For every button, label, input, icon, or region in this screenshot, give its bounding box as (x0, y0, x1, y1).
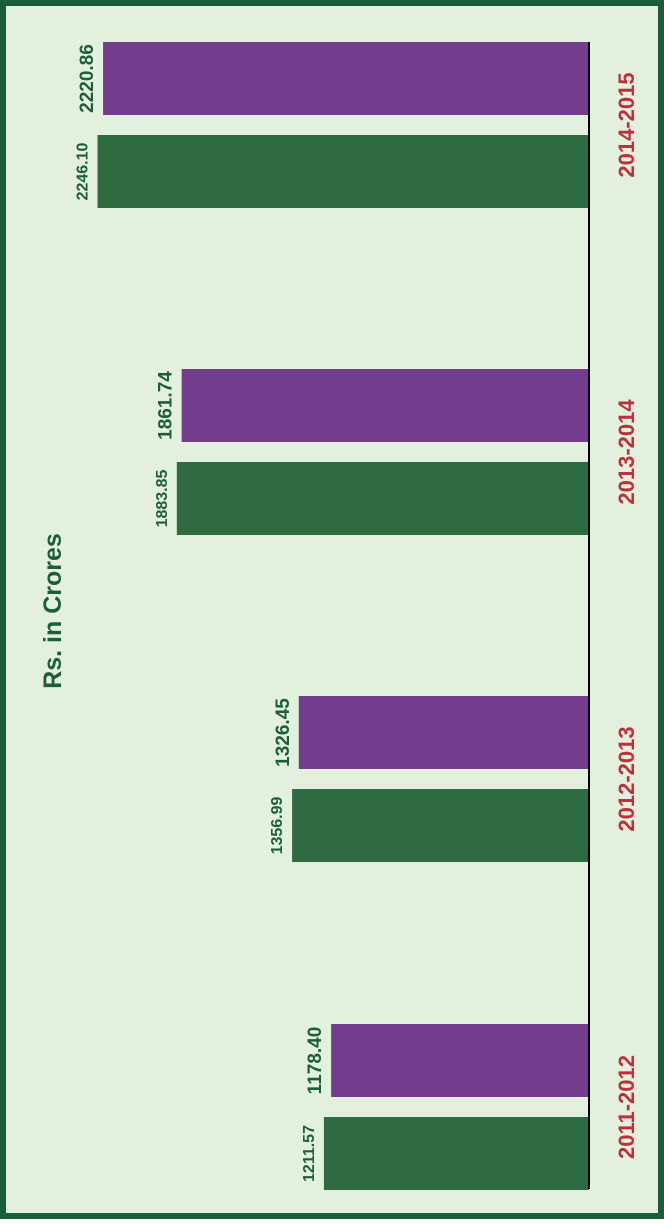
value-label-2014-2015-series-1: 2246.10 (75, 142, 92, 200)
bar-2011-2012-series-2 (331, 1024, 589, 1097)
bar-2012-2013-series-1 (292, 789, 589, 862)
category-label-2013-2014: 2013-2014 (614, 399, 639, 505)
bar-2013-2014-series-1 (176, 462, 590, 535)
bar-2013-2014-series-2 (181, 369, 589, 442)
bar-chart: 1178.40 1211.57 2011-2012 1326.45 1356.99 201… (39, 42, 639, 1190)
value-label-2011-2012-series-2: 1178.40 (305, 1027, 326, 1095)
bar-2014-2015-series-1 (97, 135, 590, 208)
bar-2014-2015-series-2 (103, 42, 589, 115)
bar-2011-2012-series-1 (323, 1117, 589, 1190)
value-label-2011-2012-series-1: 1211.57 (301, 1125, 318, 1182)
y-axis-label: Rs. in Crores (39, 533, 67, 689)
value-label-2013-2014-series-2: 1861.74 (156, 371, 177, 440)
category-label-2014-2015: 2014-2015 (614, 72, 639, 177)
value-label-2012-2013-series-1: 1356.99 (269, 796, 286, 854)
category-label-2012-2013: 2012-2013 (614, 726, 639, 831)
value-label-2013-2014-series-1: 1883.85 (154, 469, 171, 527)
value-label-2014-2015-series-2: 2220.86 (77, 44, 98, 113)
value-label-2012-2013-series-2: 1326.45 (273, 698, 294, 767)
category-label-2011-2012: 2011-2012 (614, 1055, 639, 1159)
bar-2012-2013-series-2 (298, 696, 589, 769)
